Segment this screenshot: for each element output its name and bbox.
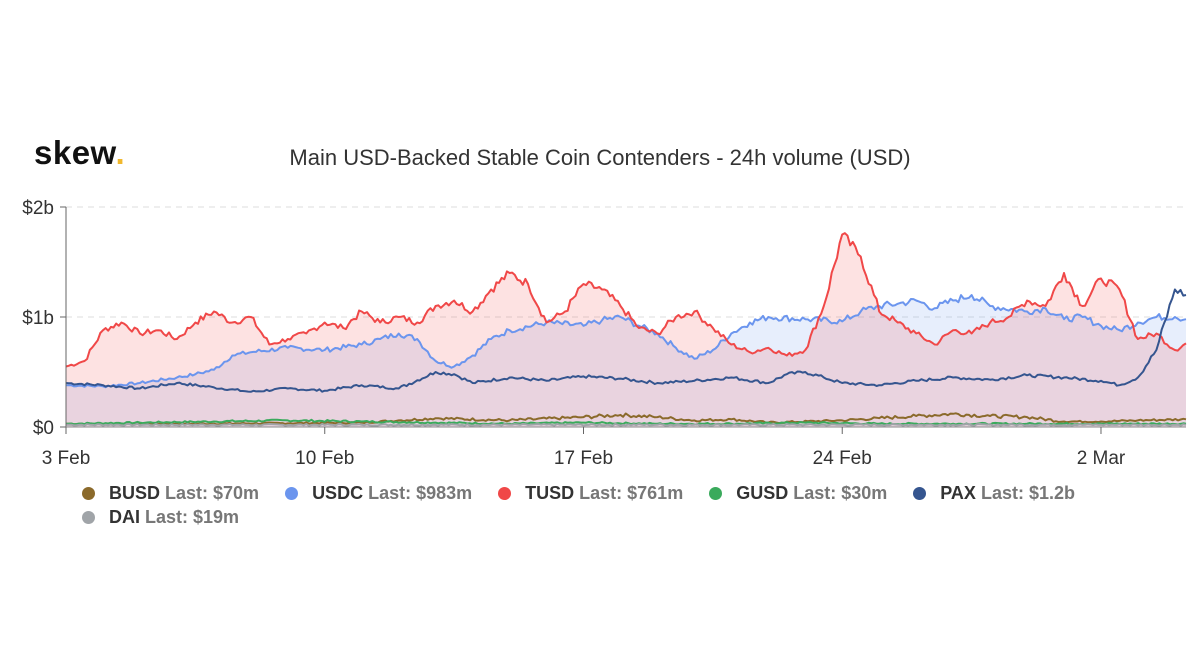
series-area-tusd [66,233,1186,427]
legend-last-pax: Last: $1.2b [980,483,1075,503]
legend-last-usdc: Last: $983m [368,483,473,503]
chart-title: Main USD-Backed Stable Coin Contenders -… [289,145,911,170]
legend-last-gusd: Last: $30m [793,483,888,503]
series-line-busd [66,412,1187,426]
series-areas [66,233,1186,427]
series-line-dai [66,423,1187,427]
x-tick-label-0: 3 Feb [42,448,91,469]
legend-last-tusd: Last: $761m [579,483,684,503]
x-axis-ticks: 3 Feb 10 Feb 17 Feb 24 Feb 2 Mar [42,427,1126,469]
legend-dot-usdc [285,487,299,500]
legend-item-gusd[interactable]: GUSD Last: $30m [709,481,887,505]
y-axis-ticks: $0 $1b $2b [22,198,66,439]
series-lines [65,232,1187,427]
series-line-pax [65,288,1187,393]
legend-item-pax[interactable]: PAX Last: $1.2b [913,481,1075,505]
legend-dot-pax [913,487,927,500]
gridlines [66,206,1186,318]
legend-name-dai: DAI [109,507,145,527]
x-tick-label-2: 17 Feb [554,448,613,469]
series-line-usdc [65,294,1187,389]
logo-dot: . [115,134,126,171]
x-tick-label-4: 2 Mar [1077,448,1126,469]
legend-item-tusd[interactable]: TUSD Last: $761m [498,481,683,505]
legend: BUSD Last: $70m USDC Last: $983m TUSD Last… [82,481,1142,529]
y-tick-label-1: $1b [22,308,54,329]
legend-item-usdc[interactable]: USDC Last: $983m [285,481,472,505]
legend-dot-busd [82,487,95,500]
chart-svg: $0 $1b $2b 3 Feb 10 Feb 17 Feb 24 Feb 2 Mar [22,198,1187,469]
legend-name-busd: BUSD [109,483,166,503]
legend-dot-tusd [498,487,512,500]
y-tick-label-2: $2b [22,198,54,219]
legend-name-pax: PAX [940,483,981,503]
legend-last-dai: Last: $19m [145,507,240,527]
y-tick-label-0: $0 [33,418,54,439]
legend-name-gusd: GUSD [736,483,794,503]
legend-name-tusd: TUSD [525,483,580,503]
series-line-tusd [65,232,1187,368]
x-tick-label-1: 10 Feb [295,448,354,469]
x-tick-label-3: 24 Feb [813,448,872,469]
legend-dot-dai [82,511,95,524]
legend-item-dai[interactable]: DAI Last: $19m [82,505,239,529]
legend-last-busd: Last: $70m [165,483,260,503]
legend-item-busd[interactable]: BUSD Last: $70m [82,481,259,505]
skew-logo: skew. [34,134,126,171]
series-line-gusd [66,418,1187,426]
legend-dot-gusd [709,487,723,500]
legend-name-usdc: USDC [312,483,369,503]
